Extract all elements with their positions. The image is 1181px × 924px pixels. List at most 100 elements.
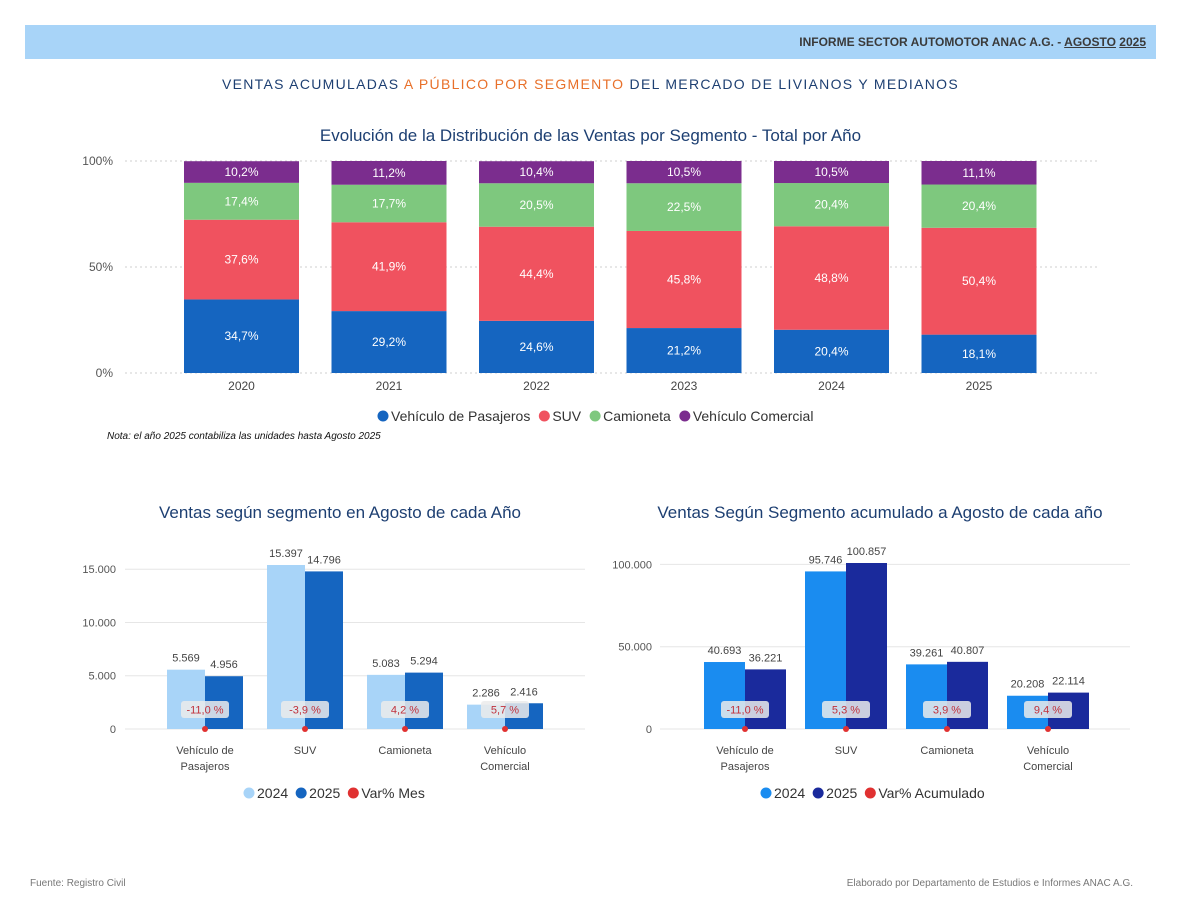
value-label: 36.221 <box>749 652 783 664</box>
bar <box>167 669 205 729</box>
x-tick-label: Vehículo <box>1027 745 1069 757</box>
bar-segment <box>479 161 594 184</box>
data-label: 11,2% <box>372 166 405 180</box>
y-tick-label: 50.000 <box>618 642 652 654</box>
legend-marker <box>538 410 550 422</box>
report-header: INFORME SECTOR AUTOMOTOR ANAC A.G. - AGO… <box>799 35 1146 49</box>
x-tick-label: 2024 <box>818 379 845 393</box>
bar-segment <box>184 161 299 183</box>
value-label: 5.294 <box>410 656 438 668</box>
legend-marker <box>589 410 601 422</box>
header-year: 2025 <box>1119 35 1146 49</box>
legend-marker <box>295 787 307 799</box>
stacked-chart-title: Evolución de la Distribución de las Vent… <box>319 126 862 145</box>
data-label: 22,5% <box>667 200 701 214</box>
legend-marker <box>347 787 359 799</box>
variation-marker <box>302 726 308 732</box>
x-tick-label: Vehículo de <box>716 745 774 757</box>
data-label: 41,9% <box>372 260 406 274</box>
data-label: 18,1% <box>962 347 996 361</box>
data-label: 10,2% <box>224 165 258 179</box>
value-label: 95.746 <box>809 554 843 566</box>
value-label: 40.693 <box>708 645 742 657</box>
y-tick-label: 5.000 <box>88 671 116 683</box>
value-label: 5.569 <box>172 653 200 665</box>
value-label: 20.208 <box>1011 679 1045 691</box>
value-label: 40.807 <box>951 645 985 657</box>
variation-marker <box>742 726 748 732</box>
y-tick-label: 10.000 <box>82 617 116 629</box>
footer-source: Fuente: Registro Civil <box>30 878 126 889</box>
x-tick-label: 2023 <box>671 379 698 393</box>
bar-segment <box>479 226 594 321</box>
value-label: 14.796 <box>307 554 341 566</box>
variation-badge <box>481 701 529 718</box>
data-label: 44,4% <box>519 267 553 281</box>
bar-segment <box>774 329 889 373</box>
value-label: 22.114 <box>1052 676 1085 688</box>
legend-marker <box>864 787 876 799</box>
header-month: AGOSTO <box>1064 35 1116 49</box>
variation-marker <box>843 726 849 732</box>
variation-label: 4,2 % <box>391 705 419 717</box>
legend-marker <box>812 787 824 799</box>
data-label: 29,2% <box>372 335 406 349</box>
bar-segment <box>626 183 742 231</box>
variation-label: 3,9 % <box>933 705 961 717</box>
bar-segment <box>331 222 447 312</box>
bar-segment <box>184 182 299 220</box>
bar-segment <box>921 334 1037 373</box>
x-tick-label: Comercial <box>1023 761 1073 773</box>
x-tick-label: Camioneta <box>378 745 432 757</box>
bar-segment <box>331 161 447 185</box>
variation-badge <box>381 701 429 718</box>
legend-label: Vehículo de Pasajeros <box>391 408 530 424</box>
variation-badge <box>721 701 769 718</box>
data-label: 48,8% <box>814 271 848 285</box>
y-tick-label: 100% <box>82 154 113 168</box>
legend-marker <box>760 787 772 799</box>
y-tick-label: 0% <box>96 366 114 380</box>
y-tick-label: 15.000 <box>82 564 116 576</box>
legend-label: Var% Mes <box>361 785 425 801</box>
header-bar: INFORME SECTOR AUTOMOTOR ANAC A.G. - AGO… <box>25 25 1156 59</box>
data-label: 11,1% <box>962 166 995 180</box>
x-tick-label: Pasajeros <box>181 761 230 773</box>
page-title-part1: VENTAS ACUMULADAS <box>221 76 404 92</box>
data-label: 20,4% <box>814 344 848 358</box>
bar-segment <box>331 184 447 223</box>
variation-marker <box>944 726 950 732</box>
page-title-highlight: A PÚBLICO POR SEGMENTO <box>403 76 625 92</box>
data-label: 17,7% <box>372 197 406 211</box>
legend-label: Camioneta <box>603 408 671 424</box>
y-tick-label: 0 <box>646 724 652 736</box>
value-label: 39.261 <box>910 647 944 659</box>
bar-segment <box>626 230 742 329</box>
bar-segment <box>921 161 1037 185</box>
variation-badge <box>181 701 229 718</box>
bar <box>906 664 947 729</box>
data-label: 34,7% <box>224 329 258 343</box>
variation-badge <box>822 701 870 718</box>
legend-marker <box>243 787 255 799</box>
y-tick-label: 50% <box>89 260 113 274</box>
x-tick-label: Pasajeros <box>721 761 770 773</box>
bar <box>745 669 786 729</box>
value-label: 4.956 <box>210 659 238 671</box>
data-label: 45,8% <box>667 273 701 287</box>
value-label: 2.286 <box>472 688 500 700</box>
data-label: 20,4% <box>814 198 848 212</box>
x-tick-label: Vehículo de <box>176 745 234 757</box>
legend-label: SUV <box>552 408 581 424</box>
value-label: 2.416 <box>510 686 538 698</box>
data-label: 17,4% <box>224 194 258 208</box>
legend-label: Vehículo Comercial <box>693 408 814 424</box>
bar <box>704 662 745 729</box>
header-prefix: INFORME SECTOR AUTOMOTOR ANAC A.G. - <box>799 35 1065 49</box>
value-label: 100.857 <box>847 546 887 558</box>
cumulative-chart-title: Ventas Según Segmento acumulado a Agosto… <box>657 503 1103 522</box>
variation-badge <box>1024 701 1072 718</box>
bar <box>405 672 443 729</box>
data-label: 20,4% <box>962 199 996 213</box>
